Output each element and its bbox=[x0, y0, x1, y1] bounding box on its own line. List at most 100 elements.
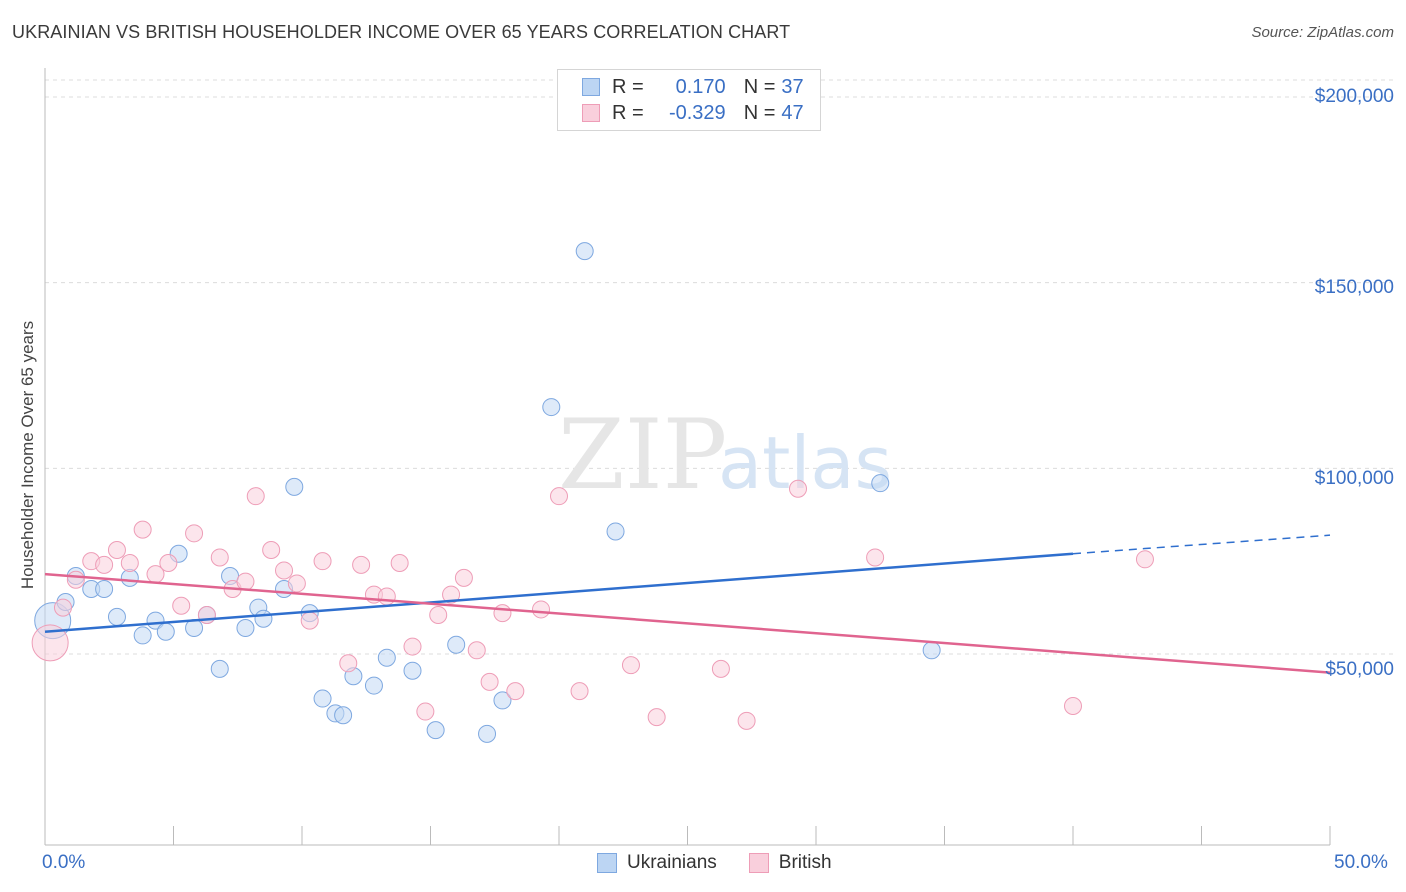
scatter-point bbox=[377, 587, 396, 606]
legend-row-british: R = -0.329 N = 47 bbox=[582, 101, 804, 125]
scatter-point bbox=[236, 572, 255, 591]
legend-n-label: N = bbox=[743, 75, 776, 98]
scatter-point bbox=[95, 580, 114, 599]
legend-n-value: 47 bbox=[781, 101, 804, 124]
scatter-point bbox=[1135, 550, 1154, 569]
scatter-point bbox=[403, 637, 422, 656]
scatter-point bbox=[133, 626, 152, 645]
scatter-point bbox=[275, 561, 294, 580]
trend-line-ukrainians bbox=[44, 552, 1074, 633]
scatter-point bbox=[95, 555, 114, 574]
correlation-legend: R = 0.170 N = 37 R = -0.329 N = 47 bbox=[557, 69, 821, 131]
scatter-point bbox=[185, 524, 204, 543]
scatter-point bbox=[575, 242, 594, 261]
scatter-point bbox=[550, 487, 568, 506]
legend-label-british: British bbox=[778, 852, 832, 873]
axes bbox=[44, 68, 1331, 846]
scatter-point bbox=[254, 609, 273, 628]
watermark-zip: ZIP bbox=[558, 399, 727, 511]
scatter-point bbox=[647, 708, 666, 727]
legend-r-value: -0.329 bbox=[668, 101, 726, 124]
scatter-point bbox=[542, 398, 561, 417]
scatter-point bbox=[339, 654, 358, 673]
scatter-point bbox=[480, 672, 499, 691]
legend-item-ukrainians[interactable]: Ukrainians bbox=[597, 852, 717, 874]
legend-n-value: 37 bbox=[781, 75, 804, 98]
series-british bbox=[31, 479, 1154, 730]
scatter-point bbox=[922, 641, 941, 660]
scatter-point bbox=[156, 622, 175, 641]
legend-swatch-ukrainians bbox=[582, 78, 600, 96]
y-tick-50000: $50,000 bbox=[1325, 659, 1394, 680]
scatter-point bbox=[210, 548, 229, 567]
scatter-point bbox=[478, 724, 497, 743]
scatter-point bbox=[236, 619, 255, 638]
scatter-point bbox=[789, 479, 808, 498]
legend-row-ukrainians: R = 0.170 N = 37 bbox=[582, 75, 804, 99]
scatter-point bbox=[390, 554, 409, 573]
trend-lines bbox=[44, 534, 1331, 674]
chart-title: UKRAINIAN VS BRITISH HOUSEHOLDER INCOME … bbox=[12, 22, 791, 42]
scatter-point bbox=[287, 574, 306, 593]
scatter-point bbox=[467, 641, 486, 660]
legend-r-value: 0.170 bbox=[675, 75, 726, 98]
scatter-point bbox=[493, 691, 512, 710]
legend-item-british[interactable]: British bbox=[748, 852, 832, 874]
scatter-point bbox=[403, 661, 422, 680]
scatter-point bbox=[506, 682, 525, 701]
scatter-point bbox=[416, 702, 435, 721]
scatter-point bbox=[285, 477, 304, 496]
scatter-point bbox=[31, 624, 69, 662]
trend-extension-ukrainians bbox=[1072, 534, 1331, 555]
scatter-point bbox=[262, 541, 281, 560]
scatter-point bbox=[107, 607, 126, 626]
legend-label-ukrainians: Ukrainians bbox=[627, 852, 717, 873]
scatter-point bbox=[159, 554, 178, 573]
scatter-point bbox=[426, 721, 445, 740]
scatter-point bbox=[66, 570, 85, 589]
scatter-point bbox=[866, 548, 885, 567]
scatter-point bbox=[871, 474, 890, 493]
scatter-point bbox=[493, 604, 512, 623]
scatter-point bbox=[334, 706, 353, 725]
scatter-point bbox=[621, 656, 640, 675]
series-legend: Ukrainians British bbox=[597, 852, 864, 874]
scatter-point bbox=[454, 568, 473, 587]
legend-r-label: R = bbox=[612, 75, 644, 98]
watermark: ZIP atlas bbox=[558, 399, 892, 511]
legend-swatch-ukrainians bbox=[597, 853, 617, 873]
y-tick-150000: $150,000 bbox=[1314, 277, 1394, 298]
scatter-point bbox=[532, 600, 551, 619]
scatter-point bbox=[1064, 696, 1082, 715]
source-label: Source: ZipAtlas.com bbox=[1251, 24, 1394, 41]
scatter-point bbox=[300, 611, 319, 630]
scatter-point bbox=[447, 635, 466, 654]
scatter-point bbox=[246, 487, 265, 506]
grid-lines bbox=[45, 79, 1395, 655]
scatter-point bbox=[442, 585, 461, 604]
legend-swatch-british bbox=[748, 853, 769, 873]
scatter-point bbox=[606, 522, 625, 541]
scatter-point bbox=[172, 596, 191, 615]
scatter-point bbox=[352, 555, 371, 574]
y-tick-100000: $100,000 bbox=[1314, 468, 1394, 489]
scatter-point bbox=[107, 541, 126, 560]
scatter-point bbox=[313, 552, 332, 571]
scatter-point bbox=[364, 676, 383, 695]
scatter-point bbox=[133, 520, 152, 539]
legend-swatch-british bbox=[582, 104, 600, 122]
trend-line-british bbox=[44, 572, 1331, 674]
scatter-point bbox=[120, 554, 139, 573]
scatter-point bbox=[711, 659, 730, 678]
scatter-point bbox=[313, 689, 332, 708]
y-axis-label: Householder Income Over 65 years bbox=[18, 320, 37, 590]
scatter-point bbox=[570, 682, 589, 701]
x-max-label: 50.0% bbox=[1334, 852, 1388, 873]
scatter-point bbox=[210, 659, 229, 678]
y-tick-200000: $200,000 bbox=[1314, 86, 1394, 107]
scatter-point bbox=[737, 711, 756, 730]
legend-n-label: N = bbox=[743, 101, 776, 124]
scatter-point bbox=[377, 648, 396, 667]
scatter-point bbox=[429, 606, 448, 625]
